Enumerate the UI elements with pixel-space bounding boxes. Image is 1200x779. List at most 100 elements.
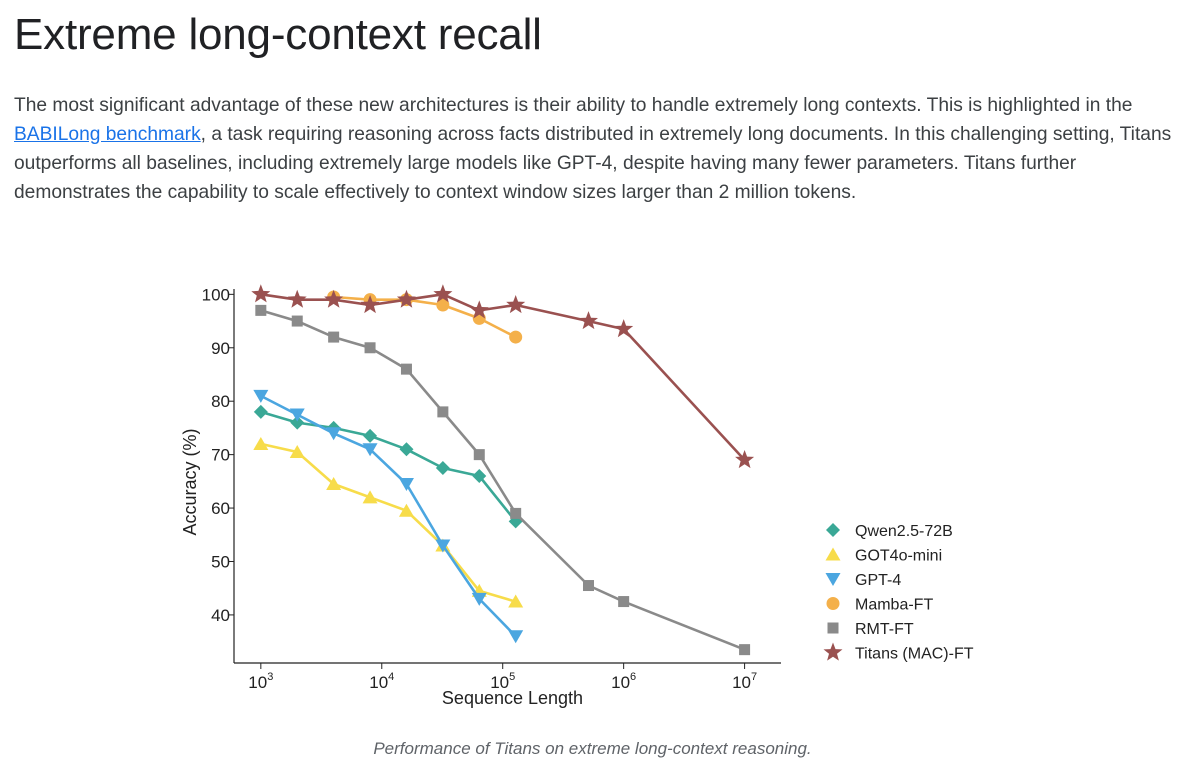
series-line-gpt-4 — [260, 394, 517, 638]
data-point-got4o-mini — [289, 444, 305, 458]
data-point-gpt-4 — [471, 592, 487, 606]
legend-marker-titans-mac-ft — [823, 642, 843, 661]
babilong-benchmark-link[interactable]: BABILong benchmark — [14, 124, 201, 145]
chart-legend: Qwen2.5-72B GOT4o-mini GPT-4 Mamba-FT RMT-FT… — [823, 523, 974, 663]
legend-item-got4o-mini: GOT4o-mini — [825, 547, 942, 565]
data-point-got4o-mini — [326, 477, 342, 491]
series-rmt-ft — [255, 304, 751, 656]
x-tick-label: 107 — [732, 671, 757, 692]
intro-text-end: , a task requiring reasoning across fact… — [14, 124, 1172, 203]
series-gpt-4 — [253, 389, 524, 644]
y-tick-label: 100 — [202, 285, 230, 304]
legend-item-mamba-ft: Mamba-FT — [826, 597, 933, 614]
data-point-titans-mac-ft — [324, 289, 344, 308]
data-point-gpt-4 — [289, 408, 305, 422]
data-point-rmt-ft — [739, 644, 751, 656]
series-titans-mac-ft — [251, 284, 755, 469]
data-point-mamba-ft — [436, 298, 450, 312]
legend-marker-gpt-4 — [825, 573, 841, 586]
data-point-rmt-ft — [582, 580, 594, 592]
data-point-rmt-ft — [618, 596, 630, 608]
data-point-qwen2-5-72b — [435, 460, 450, 475]
x-tick-base: 10 — [369, 673, 388, 692]
legend-item-rmt-ft: RMT-FT — [827, 621, 914, 638]
legend-marker-qwen2-5-72b — [826, 523, 840, 537]
x-tick-label: 103 — [248, 671, 273, 692]
data-point-qwen2-5-72b — [472, 469, 487, 483]
data-point-got4o-mini — [362, 490, 378, 504]
data-point-titans-mac-ft — [360, 295, 380, 314]
data-point-titans-mac-ft — [396, 289, 416, 308]
data-point-qwen2-5-72b — [363, 428, 378, 443]
x-tick-base: 10 — [611, 673, 630, 692]
x-tick-label: 104 — [369, 671, 394, 692]
data-point-titans-mac-ft — [469, 300, 489, 319]
y-tick-label: 80 — [211, 392, 230, 411]
data-point-titans-mac-ft — [506, 295, 526, 314]
data-point-rmt-ft — [328, 331, 340, 343]
legend-label: Titans (MAC)-FT — [855, 646, 974, 663]
x-tick-label: 106 — [611, 671, 636, 692]
data-point-rmt-ft — [364, 342, 376, 354]
intro-text-start: The most significant advantage of these … — [14, 95, 1133, 116]
data-point-rmt-ft — [510, 507, 522, 519]
x-tick-base: 10 — [732, 673, 751, 692]
series-mamba-ft — [327, 290, 523, 344]
data-point-got4o-mini — [398, 503, 414, 517]
data-point-rmt-ft — [291, 315, 303, 327]
data-point-qwen2-5-72b — [253, 404, 268, 419]
legend-label: GPT-4 — [855, 572, 901, 589]
data-point-gpt-4 — [435, 539, 451, 553]
y-tick-label: 50 — [211, 552, 230, 571]
legend-marker-mamba-ft — [826, 597, 840, 610]
data-point-titans-mac-ft — [735, 450, 755, 469]
data-point-titans-mac-ft — [614, 319, 634, 338]
x-tick-exponent: 5 — [509, 671, 515, 683]
legend-item-gpt-4: GPT-4 — [825, 572, 901, 589]
data-point-titans-mac-ft — [251, 284, 271, 303]
page-title: Extreme long-context recall — [14, 10, 542, 59]
x-axis-label: Sequence Length — [442, 688, 583, 708]
data-point-gpt-4 — [253, 389, 269, 403]
data-point-gpt-4 — [508, 630, 524, 644]
y-axis-label: Accuracy (%) — [180, 428, 200, 535]
data-point-gpt-4 — [362, 443, 378, 457]
legend-marker-rmt-ft — [827, 622, 839, 634]
figure-caption: Performance of Titans on extreme long-co… — [373, 739, 812, 758]
x-tick-base: 10 — [490, 673, 509, 692]
chart-series — [251, 284, 755, 656]
data-point-titans-mac-ft — [287, 289, 307, 308]
legend-marker-got4o-mini — [825, 547, 841, 561]
data-point-rmt-ft — [473, 449, 485, 461]
data-point-got4o-mini — [508, 594, 524, 608]
y-tick-label: 90 — [211, 339, 230, 358]
legend-label: GOT4o-mini — [855, 548, 942, 565]
legend-label: RMT-FT — [855, 621, 914, 638]
data-point-qwen2-5-72b — [290, 415, 305, 430]
legend-label: Mamba-FT — [855, 597, 933, 614]
data-point-titans-mac-ft — [433, 284, 453, 303]
data-point-rmt-ft — [437, 406, 449, 418]
y-tick-label: 70 — [211, 446, 230, 465]
data-point-qwen2-5-72b — [399, 442, 414, 457]
x-tick-exponent: 4 — [388, 671, 394, 683]
data-point-gpt-4 — [326, 427, 342, 441]
data-point-gpt-4 — [398, 478, 414, 492]
x-tick-exponent: 3 — [267, 671, 273, 683]
intro-paragraph: The most significant advantage of these … — [14, 91, 1184, 207]
legend-item-titans-mac-ft: Titans (MAC)-FT — [823, 642, 974, 663]
y-tick-label: 40 — [211, 606, 230, 625]
x-tick-exponent: 7 — [751, 671, 757, 683]
x-tick-label: 105 — [490, 671, 515, 692]
data-point-got4o-mini — [253, 436, 269, 450]
data-point-rmt-ft — [400, 363, 412, 375]
x-tick-base: 10 — [248, 673, 267, 692]
legend-item-qwen2-5-72b: Qwen2.5-72B — [826, 523, 953, 540]
data-point-rmt-ft — [255, 304, 267, 316]
x-tick-exponent: 6 — [630, 671, 636, 683]
y-tick-label: 60 — [211, 499, 230, 518]
data-point-titans-mac-ft — [579, 311, 598, 330]
data-point-mamba-ft — [509, 330, 523, 344]
